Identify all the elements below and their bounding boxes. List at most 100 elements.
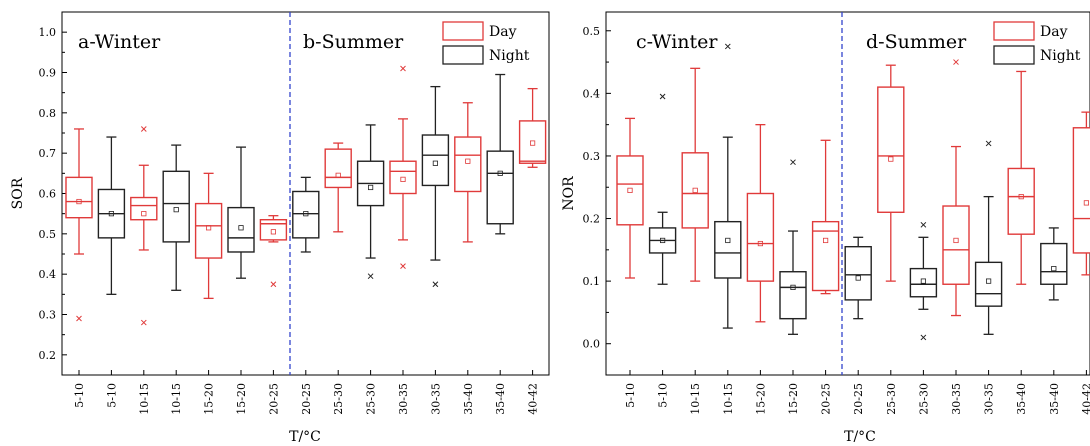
y-tick-label: 0.2 — [39, 349, 57, 362]
outlier-marker — [140, 126, 147, 132]
x-tick-label: 15-20 — [235, 383, 248, 415]
panel-label: a-Winter — [78, 31, 161, 53]
box-30-35-night — [421, 85, 450, 288]
outlier-marker — [953, 59, 959, 65]
y-tick-label: 0.4 — [39, 268, 57, 281]
iqr-box — [486, 150, 514, 225]
iqr-box — [1072, 127, 1090, 254]
legend-day-label: Day — [1040, 24, 1068, 40]
iqr-box — [1040, 242, 1068, 285]
y-tick-label: 0.7 — [39, 147, 57, 160]
panel-label: b-Summer — [303, 31, 404, 53]
y-tick-label: 0.4 — [583, 87, 601, 100]
outlier-stroke — [659, 93, 666, 100]
box-15-20-night — [779, 159, 807, 335]
outlier-stroke — [400, 263, 406, 269]
x-tick-label: 15-20 — [787, 383, 800, 415]
mean-marker — [108, 211, 114, 217]
iqr-box — [877, 86, 905, 213]
outlier-stroke — [724, 43, 731, 50]
x-tick-label: 25-30 — [885, 383, 898, 415]
mean-marker — [920, 278, 927, 284]
iqr-box — [454, 136, 482, 193]
mean-marker — [465, 158, 471, 164]
mean-marker — [530, 140, 536, 146]
iqr-box — [194, 202, 223, 259]
iqr-box — [746, 192, 775, 282]
outlier-marker — [790, 159, 796, 166]
mean-marker — [888, 156, 894, 162]
outlier-marker — [400, 65, 406, 72]
x-tick-label: 20-25 — [300, 383, 313, 415]
mean-marker — [725, 237, 731, 244]
box-30-35-night — [974, 140, 1003, 335]
box-15-20-night — [227, 146, 255, 279]
iqr-box — [844, 245, 872, 301]
y-tick-label: 0.3 — [583, 150, 601, 163]
box-5-10-night — [97, 136, 126, 295]
outlier-stroke — [985, 140, 992, 147]
legend-night-swatch — [993, 45, 1035, 65]
iqr-box — [162, 170, 190, 243]
x-tick-label: 10-15 — [170, 383, 183, 415]
box-30-35-day — [389, 65, 417, 269]
box-35-40-day — [1007, 70, 1035, 285]
x-tick-label: 35-40 — [1015, 383, 1028, 415]
mean-marker — [497, 170, 503, 176]
mean-marker — [1051, 266, 1057, 272]
mean-marker — [757, 240, 764, 247]
iqr-box — [421, 134, 450, 187]
iqr-box — [714, 220, 742, 279]
outlier-marker — [76, 315, 82, 322]
y-tick-label: 0.3 — [39, 309, 57, 322]
box-5-10-day — [616, 117, 644, 279]
iqr-box — [681, 152, 709, 229]
x-axis-label: T/°C — [289, 429, 321, 445]
legend-day-label: Day — [489, 24, 517, 40]
legend-night-label: Night — [1040, 48, 1081, 64]
x-tick-label: 10-15 — [689, 383, 702, 415]
box-10-15-night — [714, 43, 742, 329]
mean-marker — [303, 211, 309, 217]
box-15-20-day — [746, 124, 775, 323]
x-tick-label: 25-30 — [365, 383, 378, 415]
y-tick-label: 0.8 — [39, 107, 57, 120]
mean-marker — [400, 176, 406, 182]
x-tick-label: 30-35 — [983, 383, 996, 415]
outlier-stroke — [140, 126, 147, 132]
outlier-marker — [367, 273, 374, 280]
iqr-box — [811, 220, 840, 292]
box-10-15-day — [130, 126, 158, 326]
mean-marker — [205, 225, 212, 231]
mean-marker — [432, 160, 439, 166]
box-5-10-day — [65, 128, 93, 322]
y-tick-label: 0.2 — [583, 213, 601, 226]
x-tick-label: 15-20 — [203, 383, 216, 415]
mean-marker — [270, 229, 277, 235]
outlier-marker — [140, 319, 147, 326]
chart-panel-0: 0.2 0.3 0.4 0.5 0.6 0.7 0.8 0.9 1.0 SOR T/°C a-Wint… — [10, 11, 550, 445]
iqr-box — [518, 120, 547, 164]
box-5-10-night — [648, 93, 677, 285]
iqr-box — [65, 176, 93, 219]
panel-label: d-Summer — [866, 31, 967, 53]
legend-night-label: Night — [489, 48, 530, 64]
x-tick-label: 25-30 — [332, 383, 345, 415]
legend-day-swatch — [442, 21, 484, 41]
x-tick-label: 30-35 — [950, 383, 963, 415]
outlier-stroke — [920, 334, 927, 341]
mean-marker — [692, 187, 698, 193]
x-tick-label: 25-30 — [917, 383, 930, 415]
mean-marker — [627, 187, 633, 193]
x-axis-label: T/°C — [844, 429, 876, 445]
outlier-marker — [400, 263, 406, 269]
legend-day-swatch — [993, 21, 1035, 41]
outlier-marker — [985, 140, 992, 147]
x-tick-label: 35-40 — [494, 383, 507, 415]
box-25-30-night — [909, 221, 938, 341]
box-10-15-night — [162, 144, 190, 291]
outlier-stroke — [790, 159, 796, 166]
iqr-box — [942, 205, 970, 285]
box-35-40-day — [454, 102, 482, 243]
